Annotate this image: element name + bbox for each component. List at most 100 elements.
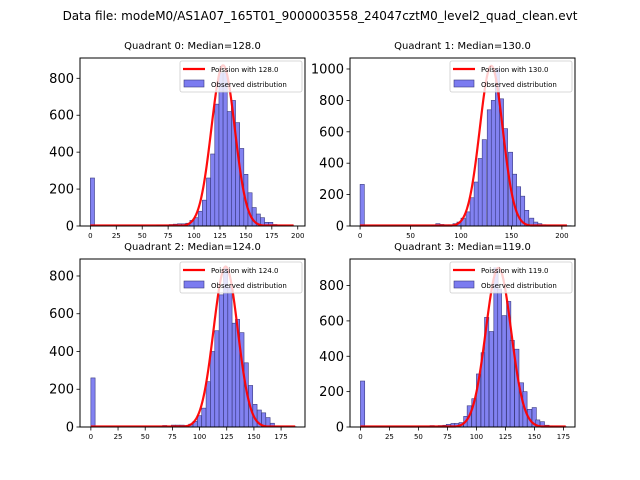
legend-label-poisson: Poission with 119.0 bbox=[481, 267, 549, 275]
x-tick-label: 25 bbox=[385, 433, 394, 441]
y-tick-label: 200 bbox=[49, 183, 74, 198]
histogram-bar bbox=[486, 109, 492, 227]
y-tick-label: 0 bbox=[66, 220, 74, 235]
axes-frame bbox=[349, 57, 576, 227]
y-tick-label: 600 bbox=[319, 125, 344, 140]
legend-bar-swatch bbox=[453, 280, 475, 289]
histogram-bar bbox=[90, 177, 95, 227]
poisson-curve bbox=[90, 64, 294, 227]
y-tick-label: 400 bbox=[49, 345, 74, 360]
x-tick-label: 75 bbox=[168, 433, 177, 441]
figure-suptitle: Data file: modeM0/AS1A07_165T01_90000035… bbox=[62, 9, 578, 23]
x-tick-label: 50 bbox=[414, 433, 423, 441]
histogram-bar bbox=[205, 381, 211, 428]
legend-label-observed: Observed distribution bbox=[211, 81, 287, 89]
x-tick-label: 200 bbox=[291, 232, 304, 240]
legend-box bbox=[449, 60, 573, 93]
subplot-title: Quadrant 3: Median=119.0 bbox=[394, 242, 531, 253]
legend: Poission with 124.0 Observed distribution bbox=[179, 261, 303, 294]
y-tick-label: 0 bbox=[336, 220, 344, 235]
histogram-bar bbox=[488, 331, 494, 428]
axes-frame bbox=[79, 57, 306, 227]
x-tick-label: 200 bbox=[555, 232, 568, 240]
x-tick-label: 125 bbox=[499, 433, 512, 441]
legend-bar-swatch bbox=[183, 280, 205, 289]
x-tick-label: 175 bbox=[557, 433, 570, 441]
histogram-bar bbox=[90, 377, 96, 428]
histogram-bar bbox=[490, 100, 496, 227]
subplot-quadrant-1: Quadrant 1: Median=130.0 0 50 100 150 200 0 200… bbox=[311, 41, 576, 240]
y-tick-label: 200 bbox=[49, 383, 74, 398]
histogram-bar bbox=[360, 380, 366, 428]
x-tick-label: 25 bbox=[114, 433, 123, 441]
histogram-bar bbox=[201, 407, 207, 428]
x-tick-label: 50 bbox=[406, 232, 415, 240]
histogram-bar bbox=[477, 158, 483, 227]
y-tick-label: 0 bbox=[66, 421, 74, 436]
legend-label-poisson: Poission with 128.0 bbox=[211, 66, 279, 74]
x-tick-label: 150 bbox=[239, 232, 252, 240]
axes-frame bbox=[79, 258, 306, 428]
x-tick-label: 100 bbox=[470, 433, 483, 441]
axes-frame bbox=[349, 258, 576, 428]
histogram-bar bbox=[465, 211, 471, 227]
histogram-bar bbox=[473, 181, 479, 227]
y-tick-label: 600 bbox=[319, 314, 344, 329]
x-tick-label: 100 bbox=[187, 232, 200, 240]
poisson-curve bbox=[360, 266, 566, 428]
histogram-bar bbox=[206, 177, 211, 227]
y-tick-label: 800 bbox=[319, 279, 344, 294]
histogram-bar bbox=[222, 72, 228, 227]
y-tick-label: 1000 bbox=[311, 62, 344, 77]
y-tick-label: 600 bbox=[49, 307, 74, 322]
histogram-bar bbox=[226, 111, 232, 227]
y-tick-label: 400 bbox=[319, 350, 344, 365]
histogram-bar bbox=[227, 287, 233, 428]
legend-box bbox=[179, 60, 303, 93]
subplot-title: Quadrant 0: Median=128.0 bbox=[124, 41, 261, 52]
y-tick-label: 400 bbox=[319, 157, 344, 172]
x-tick-label: 175 bbox=[265, 232, 278, 240]
x-tick-label: 0 bbox=[88, 232, 92, 240]
histogram-bar bbox=[210, 351, 215, 428]
x-tick-label: 150 bbox=[247, 433, 260, 441]
y-tick-label: 200 bbox=[319, 385, 344, 400]
histogram-bar bbox=[197, 210, 203, 227]
histogram-bar bbox=[214, 330, 220, 428]
legend-label-observed: Observed distribution bbox=[481, 81, 557, 89]
histogram-bar bbox=[481, 139, 487, 227]
legend-bar-swatch bbox=[453, 79, 475, 88]
legend: Poission with 130.0 Observed distribution bbox=[449, 60, 573, 93]
histogram-bar bbox=[359, 184, 365, 227]
x-tick-label: 75 bbox=[164, 232, 173, 240]
x-tick-label: 75 bbox=[443, 433, 452, 441]
legend: Poission with 128.0 Observed distribution bbox=[179, 60, 303, 93]
legend-box bbox=[449, 261, 573, 294]
y-tick-label: 800 bbox=[49, 72, 74, 87]
subplot-quadrant-3: Quadrant 3: Median=119.0 0 25 50 75 100 125 150… bbox=[319, 242, 576, 441]
legend-label-observed: Observed distribution bbox=[211, 282, 287, 290]
y-tick-label: 0 bbox=[336, 421, 344, 436]
histogram-bar bbox=[218, 294, 224, 428]
histogram-bar bbox=[218, 72, 224, 227]
y-tick-label: 200 bbox=[319, 188, 344, 203]
subplot-quadrant-2: Quadrant 2: Median=124.0 0 25 50 75 100 125 150… bbox=[49, 242, 306, 441]
y-tick-label: 600 bbox=[49, 109, 74, 124]
legend: Poission with 119.0 Observed distribution bbox=[449, 261, 573, 294]
x-tick-label: 0 bbox=[89, 433, 93, 441]
histogram-bar bbox=[202, 199, 207, 227]
histogram-bar bbox=[501, 315, 507, 428]
histogram-bar bbox=[469, 197, 475, 227]
y-tick-label: 800 bbox=[319, 94, 344, 109]
legend-label-poisson: Poission with 130.0 bbox=[481, 66, 549, 74]
x-tick-label: 100 bbox=[454, 232, 467, 240]
x-tick-label: 0 bbox=[358, 433, 362, 441]
x-tick-label: 175 bbox=[274, 433, 287, 441]
x-tick-label: 125 bbox=[213, 232, 226, 240]
histogram-bar bbox=[210, 153, 216, 227]
x-tick-label: 100 bbox=[193, 433, 206, 441]
x-tick-label: 0 bbox=[358, 232, 362, 240]
poisson-curve bbox=[90, 265, 296, 428]
x-tick-label: 25 bbox=[112, 232, 121, 240]
y-tick-label: 400 bbox=[49, 146, 74, 161]
